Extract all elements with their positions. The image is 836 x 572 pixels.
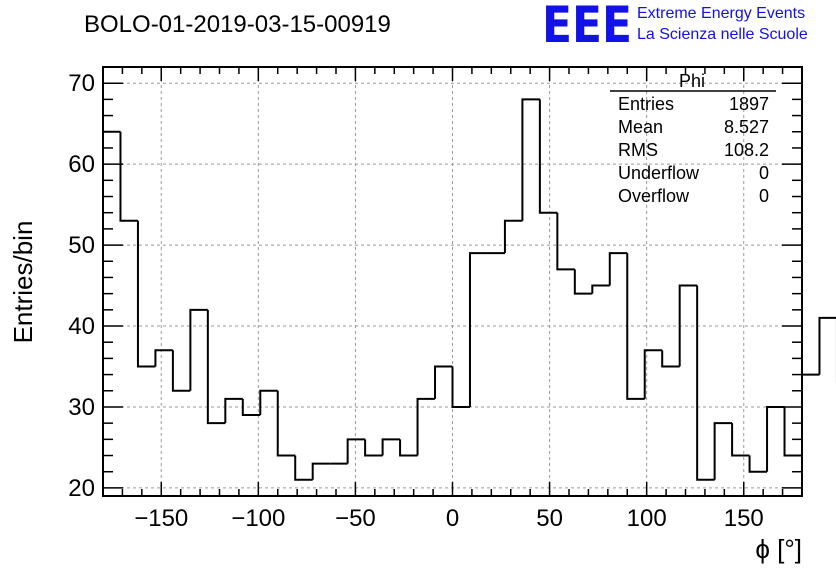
histogram-bin — [241, 398, 261, 417]
stats-row-label: Underflow — [618, 163, 700, 183]
histogram-bin — [661, 350, 680, 368]
histogram-bin — [626, 253, 645, 400]
histogram-bin — [556, 212, 575, 271]
histogram-bin — [591, 284, 610, 294]
x-tick-label: −100 — [231, 505, 285, 532]
histogram-bin — [434, 365, 453, 399]
histogram-bin — [224, 397, 243, 424]
stats-row-label: RMS — [618, 140, 658, 160]
histogram-bin — [766, 405, 785, 472]
histogram-bin — [451, 366, 470, 408]
x-axis-title: ϕ [°] — [755, 534, 802, 564]
histogram-bin — [696, 285, 715, 481]
stats-row-value: 1897 — [729, 94, 769, 114]
histogram-bin — [503, 219, 523, 254]
eee-logo: EEE Extreme Energy Events La Scienza nel… — [542, 0, 808, 54]
histogram-bin — [818, 316, 836, 375]
histogram-bin — [294, 455, 313, 481]
stats-row-value: 0 — [759, 163, 769, 183]
logo-line-2: La Scienza nelle Scuole — [637, 26, 808, 43]
histogram-bin — [521, 98, 540, 221]
histogram-bin — [678, 284, 698, 367]
axis-ticks: −150 −100 −50 0 50 100 150 20 30 40 50 60 70 — [68, 66, 802, 532]
histogram-bin — [608, 252, 628, 286]
histogram-bin — [276, 390, 296, 457]
x-tick-label: −150 — [134, 505, 188, 532]
y-tick-label: 30 — [68, 394, 95, 421]
histogram-bin — [154, 349, 173, 367]
histogram-bin — [416, 397, 436, 456]
histogram-bin — [364, 439, 383, 457]
histogram-bin — [119, 131, 138, 222]
stats-row-label: Mean — [618, 117, 663, 137]
stats-row-label: Entries — [618, 94, 674, 114]
x-tick-label: 100 — [627, 505, 667, 532]
y-tick-label: 50 — [68, 232, 95, 259]
y-tick-label: 70 — [68, 70, 95, 97]
histogram-bin — [713, 422, 733, 480]
histogram-bin — [748, 455, 768, 473]
logo-line-1: Extreme Energy Events — [637, 5, 805, 22]
histogram-bin — [259, 389, 278, 416]
stats-row-value: 108.2 — [724, 140, 769, 160]
stats-box: Phi Entries 1897 Mean 8.527 RMS 108.2 Underflo… — [610, 71, 776, 206]
x-tick-label: 50 — [536, 505, 563, 532]
histogram-bin — [573, 269, 593, 295]
stats-row-label: Overflow — [618, 186, 690, 206]
plot-frame — [102, 66, 803, 497]
y-tick-label: 60 — [68, 151, 95, 178]
y-axis-title: Entries/bin — [8, 221, 38, 344]
histogram-bin — [783, 406, 802, 457]
x-tick-label: 0 — [446, 505, 459, 532]
x-tick-label: 150 — [724, 505, 764, 532]
eee-logo-mark: EEE — [542, 0, 632, 54]
histogram-bin — [136, 220, 156, 368]
histogram-bin — [206, 309, 226, 425]
stats-row-value: 8.527 — [724, 117, 769, 137]
histogram-bin — [801, 373, 820, 456]
histogram-bin — [311, 462, 331, 480]
chart-title: BOLO-01-2019-03-15-00919 — [84, 11, 391, 38]
histogram-bin — [643, 349, 663, 399]
histogram-bin — [731, 423, 750, 457]
stats-title: Phi — [679, 71, 705, 91]
stats-row-value: 0 — [759, 186, 769, 206]
y-tick-label: 20 — [68, 475, 95, 502]
histogram-bin — [189, 308, 208, 391]
histogram-bin — [538, 99, 558, 214]
grid-lines — [103, 67, 802, 496]
histogram-bin — [381, 438, 401, 456]
x-tick-label: −50 — [335, 505, 376, 532]
histogram-series — [103, 98, 836, 481]
histogram-bin — [399, 439, 418, 457]
histogram-bin — [346, 438, 366, 464]
stats-rows: Entries 1897 Mean 8.527 RMS 108.2 Underflow 0 Ov… — [618, 94, 769, 206]
histogram-bin — [171, 350, 191, 392]
histogram-bin — [468, 252, 488, 407]
y-tick-label: 40 — [68, 313, 95, 340]
